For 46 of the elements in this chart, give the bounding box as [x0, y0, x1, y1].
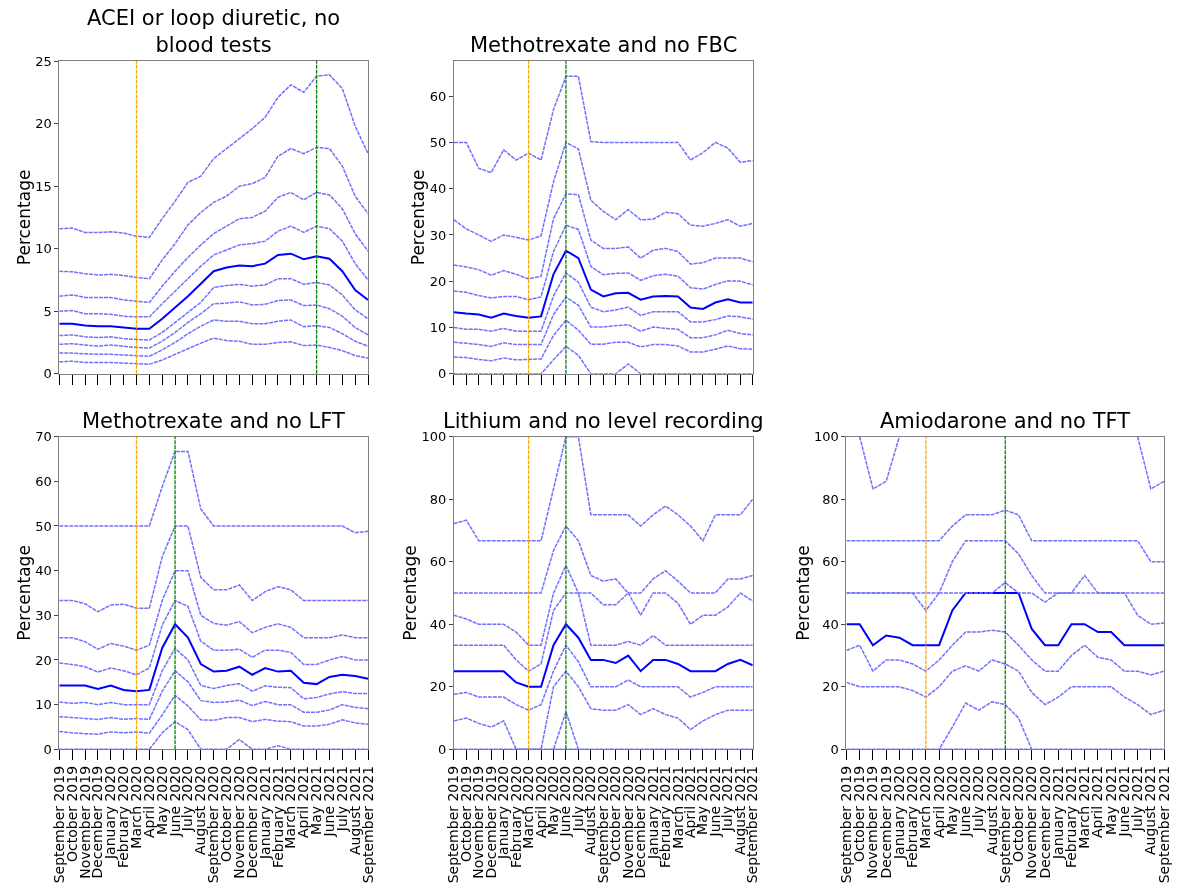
y-tick-label: 40	[35, 563, 52, 579]
y-tick-label: 0	[43, 366, 52, 382]
y-axis-title: Percentage	[399, 545, 420, 641]
y-tick-label: 60	[822, 554, 839, 570]
chart-title: Methotrexate and no LFT	[82, 409, 345, 433]
y-axis-title: Percentage	[408, 169, 429, 266]
y-tick-label: 100	[814, 429, 839, 445]
y-tick-label: 60	[429, 88, 447, 104]
y-axis-title: Percentage	[13, 545, 34, 641]
y-tick-label: 40	[822, 616, 839, 632]
y-tick-label: 25	[35, 53, 52, 69]
x-tick-label: December 2019	[482, 765, 499, 879]
y-tick-label: 20	[822, 679, 839, 695]
y-tick-label: 60	[429, 554, 447, 570]
y-axis-title: Percentage	[13, 169, 34, 266]
y-tick-label: 30	[35, 607, 52, 623]
x-tick-label: September 2019	[838, 765, 855, 884]
chart-title: Methotrexate and no FBC	[470, 33, 738, 57]
y-axis-title: Percentage	[792, 545, 813, 641]
y-tick-label: 0	[437, 366, 447, 382]
y-tick-label: 40	[429, 181, 447, 197]
y-tick-label: 10	[35, 241, 52, 257]
y-tick-label: 10	[35, 697, 52, 713]
chart-title: ACEI or loop diuretic, no blood tests	[87, 6, 341, 58]
y-tick-label: 20	[35, 116, 52, 132]
y-tick-label: 0	[43, 741, 52, 757]
x-tick-label: September 2019	[445, 765, 462, 884]
y-tick-label: 50	[429, 135, 447, 151]
y-tick-label: 80	[429, 491, 447, 507]
y-tick-label: 40	[429, 616, 447, 632]
chart-title: Amiodarone and no TFT	[880, 409, 1131, 433]
y-tick-label: 0	[437, 741, 447, 757]
y-tick-label: 30	[429, 227, 447, 243]
y-tick-label: 0	[830, 741, 839, 757]
y-tick-label: 80	[822, 491, 839, 507]
y-tick-label: 70	[35, 429, 52, 445]
y-tick-label: 60	[35, 473, 52, 489]
y-tick-label: 10	[429, 320, 447, 336]
y-tick-label: 5	[43, 303, 52, 319]
y-tick-label: 50	[35, 518, 52, 534]
y-tick-label: 20	[429, 273, 447, 289]
y-tick-label: 20	[429, 679, 447, 695]
y-tick-label: 20	[35, 652, 52, 668]
x-tick-label: April 2021	[1089, 765, 1106, 838]
y-tick-label: 15	[35, 178, 52, 194]
x-tick-label: April 2021	[295, 765, 312, 838]
